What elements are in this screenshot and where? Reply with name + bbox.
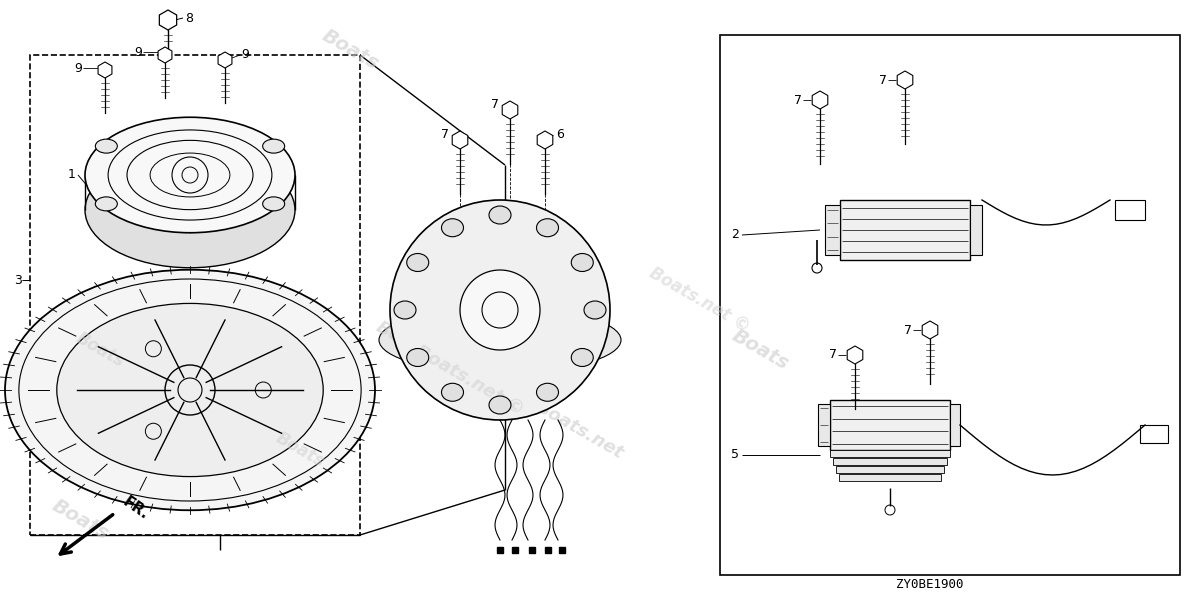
Text: 7: 7	[491, 98, 499, 111]
Polygon shape	[503, 101, 517, 119]
Text: Boats: Boats	[72, 329, 127, 371]
Ellipse shape	[407, 253, 428, 271]
Text: 9: 9	[74, 62, 82, 74]
Ellipse shape	[407, 349, 428, 367]
Bar	[720, 35, 1180, 575]
Text: Boats: Boats	[272, 429, 328, 471]
Bar	[1115, 200, 1145, 220]
Polygon shape	[218, 52, 232, 68]
Bar	[830, 450, 950, 457]
Bar	[826, 205, 840, 255]
Text: Boats.net: Boats.net	[533, 398, 628, 462]
Text: 4: 4	[590, 304, 598, 316]
Text: 2: 2	[731, 228, 739, 241]
Polygon shape	[98, 62, 112, 78]
Ellipse shape	[5, 270, 374, 510]
Polygon shape	[812, 91, 828, 109]
Bar	[830, 400, 950, 450]
Bar	[970, 205, 982, 255]
Ellipse shape	[95, 139, 118, 153]
Text: Boats.net: Boats.net	[373, 317, 467, 382]
Polygon shape	[538, 131, 553, 149]
Bar	[818, 404, 830, 446]
Text: 9: 9	[134, 46, 142, 59]
Ellipse shape	[584, 301, 606, 319]
Ellipse shape	[263, 139, 284, 153]
Bar	[836, 466, 944, 473]
Polygon shape	[452, 131, 468, 149]
Text: ZY0BE1900: ZY0BE1900	[896, 579, 964, 591]
Ellipse shape	[571, 349, 593, 367]
Text: 7: 7	[904, 323, 912, 337]
Ellipse shape	[263, 197, 284, 211]
Polygon shape	[160, 10, 176, 30]
Text: Boats: Boats	[168, 396, 232, 444]
Polygon shape	[898, 71, 913, 89]
Ellipse shape	[571, 253, 593, 271]
Ellipse shape	[85, 152, 295, 268]
Ellipse shape	[56, 304, 323, 477]
Ellipse shape	[536, 219, 558, 237]
Text: Boats.net ©: Boats.net ©	[413, 341, 528, 419]
Bar	[1140, 425, 1168, 443]
Bar	[950, 404, 960, 446]
Text: Boats: Boats	[318, 26, 382, 74]
Polygon shape	[923, 321, 937, 339]
Ellipse shape	[394, 301, 416, 319]
Bar	[30, 55, 360, 535]
Text: 6: 6	[556, 129, 564, 141]
Text: 7: 7	[794, 93, 802, 107]
Text: 3: 3	[14, 274, 22, 286]
Ellipse shape	[442, 219, 463, 237]
Text: Boats: Boats	[48, 496, 112, 544]
Circle shape	[460, 270, 540, 350]
Text: Boats: Boats	[728, 326, 792, 374]
Text: Boats.net ©: Boats.net ©	[647, 264, 754, 336]
Text: 7: 7	[442, 129, 449, 141]
Text: FR.: FR.	[120, 494, 151, 522]
Ellipse shape	[85, 117, 295, 233]
Ellipse shape	[536, 383, 558, 401]
Text: 9: 9	[241, 49, 248, 62]
Text: 5: 5	[731, 449, 739, 461]
Bar	[833, 458, 947, 465]
Text: 7: 7	[829, 349, 838, 362]
Ellipse shape	[379, 307, 622, 373]
Circle shape	[390, 200, 610, 420]
Ellipse shape	[490, 396, 511, 414]
Ellipse shape	[442, 383, 463, 401]
Polygon shape	[847, 346, 863, 364]
Text: 1: 1	[68, 168, 76, 181]
Text: 7: 7	[878, 74, 887, 86]
Bar	[840, 200, 970, 260]
Text: 8: 8	[185, 11, 193, 25]
Polygon shape	[158, 47, 172, 63]
Ellipse shape	[95, 197, 118, 211]
Bar	[839, 474, 941, 481]
Ellipse shape	[490, 206, 511, 224]
